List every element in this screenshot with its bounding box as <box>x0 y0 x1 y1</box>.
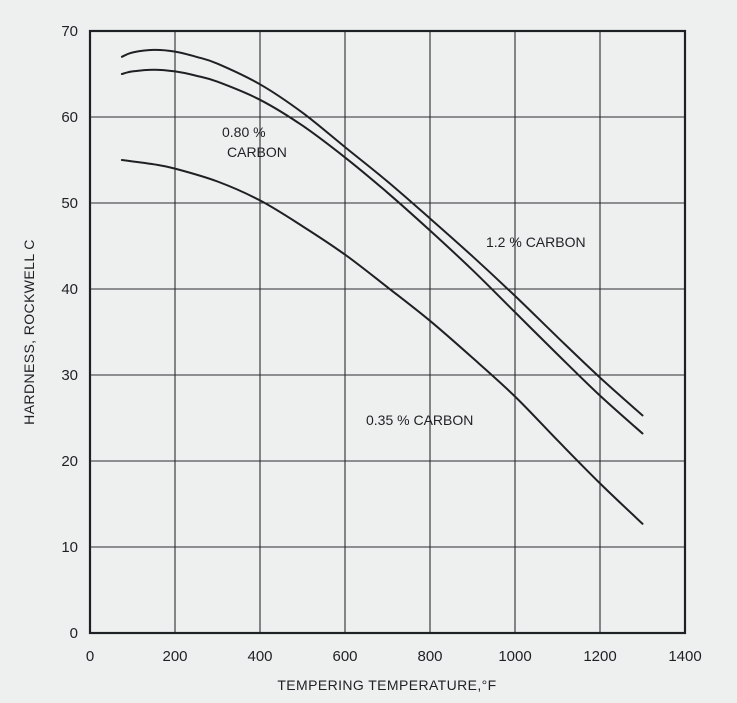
x-tick-label-800: 800 <box>417 648 442 665</box>
label-0-35-carbon: 0.35 % CARBON <box>366 412 473 428</box>
series-layer <box>120 48 644 525</box>
x-tick-label-1400: 1400 <box>668 648 701 665</box>
y-axis-title: HARDNESS, ROCKWELL C <box>21 239 37 425</box>
label-1-2-carbon: 1.2 % CARBON <box>486 234 586 250</box>
x-tick-label-0: 0 <box>86 648 94 665</box>
plot-frame <box>88 29 687 635</box>
label-0-80-carbon-line1: 0.80 % <box>222 124 266 140</box>
y-tick-label-70: 70 <box>61 23 78 40</box>
gridlines <box>89 30 686 634</box>
y-tick-label-40: 40 <box>61 281 78 298</box>
y-tick-label-20: 20 <box>61 453 78 470</box>
series-line-0-35-carbon <box>120 159 644 525</box>
y-tick-label-50: 50 <box>61 195 78 212</box>
series-line-0-80-carbon <box>120 68 644 435</box>
label-0-80-carbon-line2: CARBON <box>227 144 287 160</box>
y-tick-label-30: 30 <box>61 367 78 384</box>
y-axis-ticks: 0 10 20 30 40 50 60 70 <box>61 23 78 642</box>
y-tick-label-10: 10 <box>61 539 78 556</box>
x-tick-label-600: 600 <box>332 648 357 665</box>
y-tick-label-60: 60 <box>61 109 78 126</box>
x-axis-title: TEMPERING TEMPERATURE,°F <box>277 677 496 693</box>
x-tick-label-200: 200 <box>162 648 187 665</box>
x-tick-label-1200: 1200 <box>583 648 616 665</box>
x-tick-label-1000: 1000 <box>498 648 531 665</box>
x-axis-ticks: 0 200 400 600 800 1000 1200 1400 <box>86 648 702 665</box>
x-tick-label-400: 400 <box>247 648 272 665</box>
series-line-1-2-carbon <box>120 48 644 417</box>
y-tick-label-0: 0 <box>70 625 78 642</box>
label-0-80-carbon: 0.80 % CARBON <box>222 124 287 160</box>
